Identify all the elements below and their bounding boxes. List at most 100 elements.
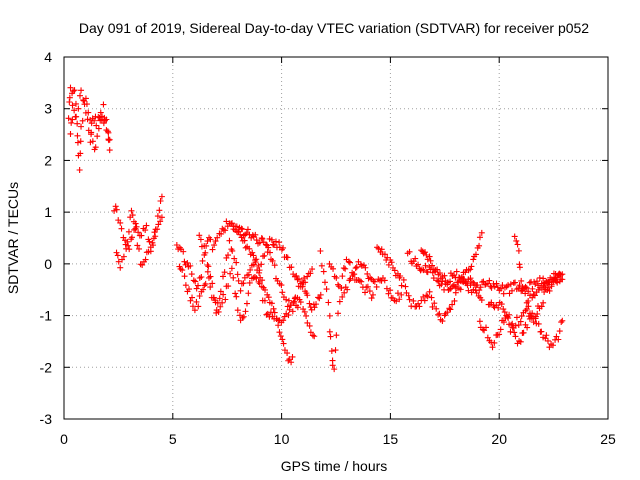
data-point (214, 234, 221, 241)
data-point (204, 268, 211, 275)
data-point (246, 279, 253, 286)
data-point (410, 297, 417, 304)
data-point (271, 262, 278, 269)
data-point (400, 276, 407, 283)
data-point (68, 119, 75, 126)
data-point (147, 244, 154, 251)
data-point (192, 278, 199, 285)
data-point (346, 259, 353, 266)
data-point (530, 291, 537, 298)
data-point (111, 207, 118, 214)
data-point (317, 291, 324, 298)
data-point (227, 270, 234, 277)
data-point (278, 282, 285, 289)
data-point (113, 249, 120, 256)
data-point (416, 303, 423, 310)
data-point (518, 313, 525, 320)
y-tick-label: -1 (40, 308, 53, 324)
data-point (306, 322, 313, 329)
data-point (512, 333, 519, 340)
data-point (284, 350, 291, 357)
data-point (421, 297, 428, 304)
data-point (316, 295, 323, 302)
data-point (556, 270, 563, 277)
data-point (252, 259, 259, 266)
data-point (124, 238, 131, 245)
data-point (505, 282, 512, 289)
data-point (424, 269, 431, 276)
data-point (77, 150, 84, 157)
data-point (209, 280, 216, 287)
data-point (551, 275, 558, 282)
data-point (446, 305, 453, 312)
data-point (328, 348, 335, 355)
data-point (476, 242, 483, 249)
data-point (373, 283, 380, 290)
y-tick-label: 3 (44, 101, 52, 117)
data-point (221, 269, 228, 276)
data-point (463, 280, 470, 287)
data-points (65, 84, 566, 373)
data-point (76, 92, 83, 99)
y-tick-label: -3 (40, 411, 53, 427)
data-point (259, 235, 266, 242)
data-point (196, 232, 203, 239)
data-point (112, 203, 119, 210)
data-point (179, 267, 186, 274)
data-point (427, 257, 434, 264)
data-point (93, 122, 100, 129)
data-point (545, 284, 552, 291)
data-point (117, 264, 124, 271)
data-point (542, 335, 549, 342)
data-point (237, 287, 244, 294)
data-point (261, 252, 268, 259)
data-point (157, 218, 164, 225)
data-point (358, 278, 365, 285)
data-point (415, 300, 422, 307)
data-point (229, 247, 236, 254)
data-point (146, 238, 153, 245)
data-point (280, 340, 287, 347)
y-tick-label: 2 (44, 152, 52, 168)
data-point (309, 266, 316, 273)
data-point (344, 286, 351, 293)
data-point (490, 302, 497, 309)
data-point (429, 262, 436, 269)
data-point (522, 290, 529, 297)
data-point (489, 344, 496, 351)
data-point (369, 291, 376, 298)
data-point (106, 147, 113, 154)
data-point (559, 271, 566, 278)
data-point (415, 261, 422, 268)
data-point (494, 284, 501, 291)
data-point (220, 291, 227, 298)
data-point (514, 241, 521, 248)
data-point (477, 284, 484, 291)
data-point (239, 226, 246, 233)
data-point (548, 283, 555, 290)
data-point (370, 278, 377, 285)
data-point (218, 230, 225, 237)
data-point (191, 307, 198, 314)
data-point (242, 244, 249, 251)
data-point (181, 273, 188, 280)
data-point (222, 227, 229, 234)
data-point (378, 246, 385, 253)
data-point (202, 280, 209, 287)
data-point (508, 287, 515, 294)
data-point (72, 113, 79, 120)
data-point (345, 258, 352, 265)
data-point (511, 233, 518, 240)
data-point (188, 271, 195, 278)
data-point (151, 229, 158, 236)
data-point (277, 333, 284, 340)
data-point (239, 314, 246, 321)
data-point (436, 310, 443, 317)
data-point (69, 116, 76, 123)
data-point (435, 311, 442, 318)
data-point (283, 296, 290, 303)
axis-ticks: 0 5 10 15 20 25 -3 -2 -1 0 1 2 3 4 (40, 49, 616, 447)
data-point (82, 109, 89, 116)
data-point (558, 319, 565, 326)
data-point (439, 318, 446, 325)
